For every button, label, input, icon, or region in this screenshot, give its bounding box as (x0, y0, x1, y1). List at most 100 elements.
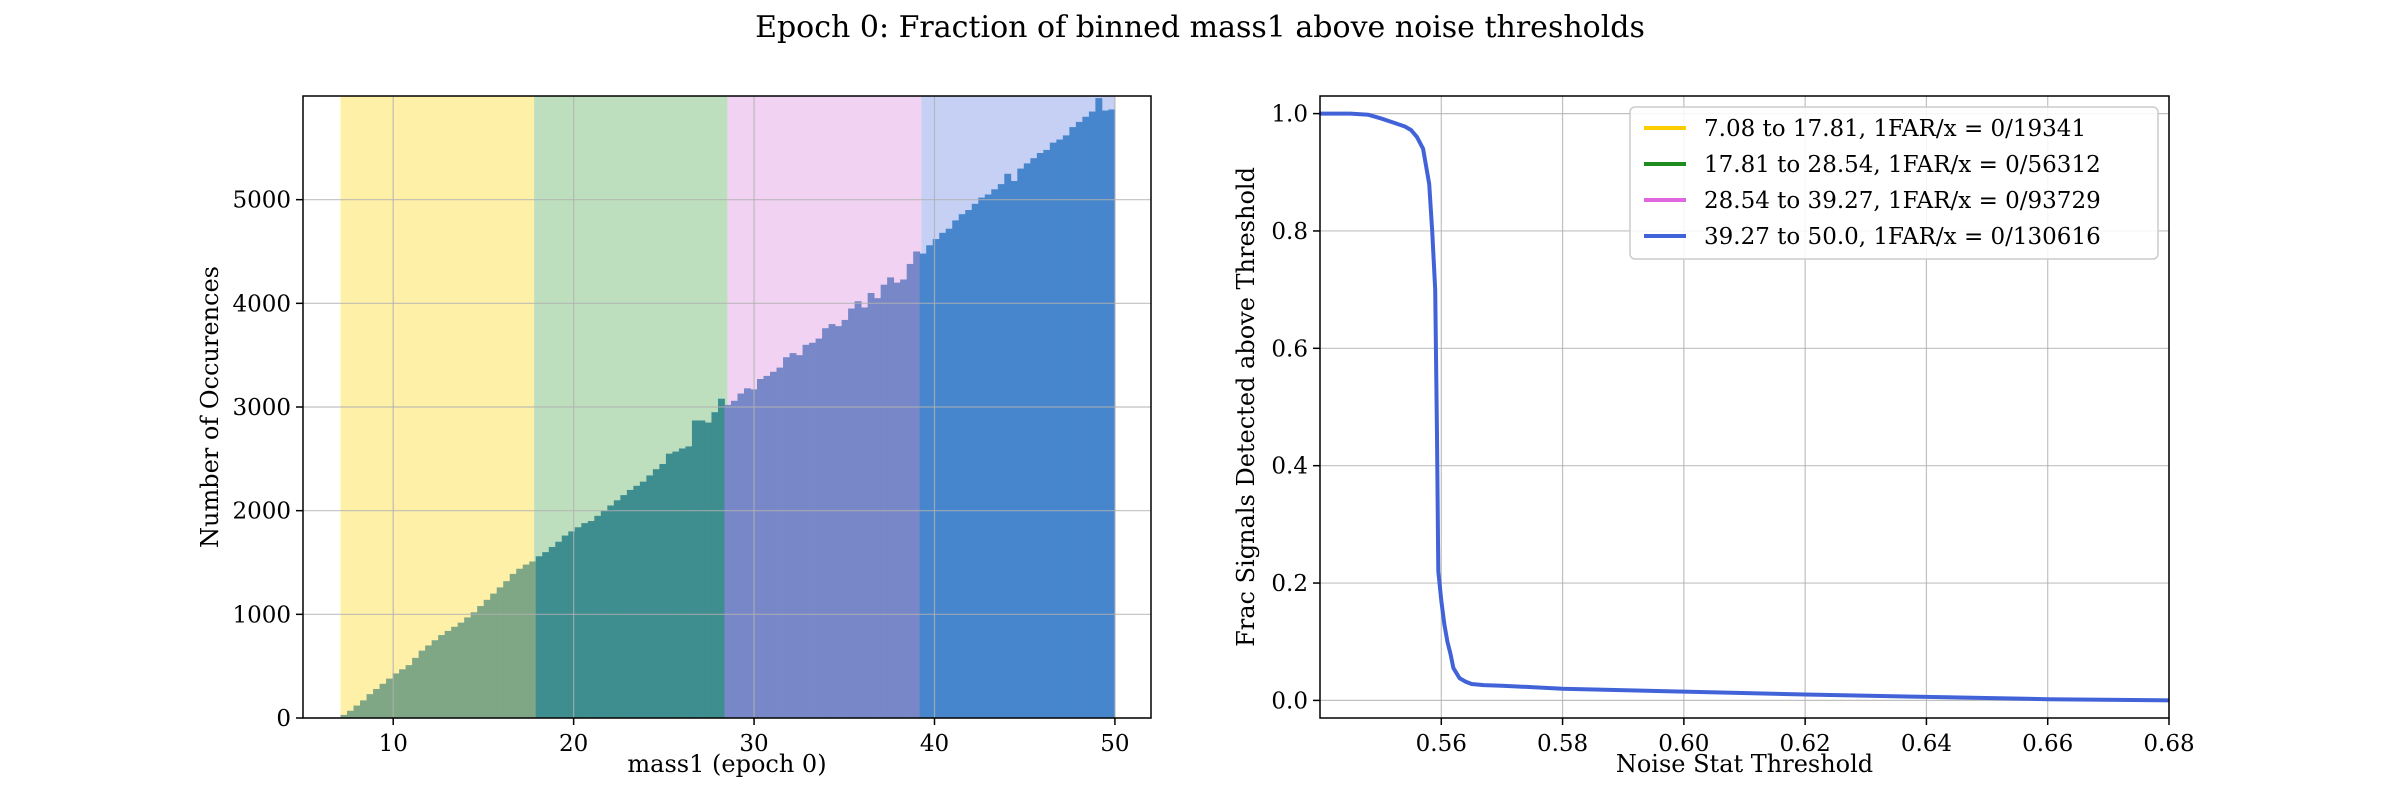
histogram-bar (958, 214, 966, 718)
histogram-bar (594, 515, 602, 718)
histogram-bar (770, 371, 777, 718)
histogram-bar (1036, 153, 1044, 718)
histogram-bar (529, 561, 537, 718)
histogram-bar (451, 626, 459, 718)
histogram-bar (776, 367, 784, 718)
legend: 7.08 to 17.81, 1FAR/x = 0/19341 17.81 to … (1629, 106, 2159, 260)
histogram-bar (418, 650, 426, 718)
histogram-bar (997, 184, 1005, 718)
histogram-bar (568, 531, 576, 718)
histogram-bar (867, 292, 875, 718)
histogram-bar (1030, 158, 1038, 718)
histogram-bar (444, 630, 452, 718)
y-tick-label: 3000 (232, 395, 291, 421)
histogram-bar (392, 673, 400, 718)
histogram-bar (984, 194, 992, 718)
histogram-bar (574, 527, 582, 718)
histogram-bar (425, 645, 433, 718)
histogram-bar (828, 324, 836, 718)
histogram-bar (366, 694, 374, 718)
histogram-bar (880, 284, 888, 718)
x-tick-label: 20 (559, 731, 588, 757)
histogram-bar (841, 319, 849, 718)
histogram-bar (652, 469, 660, 718)
histogram-bar (932, 239, 940, 718)
histogram-bar (457, 622, 465, 718)
histogram-bar (353, 705, 361, 718)
histogram-bar (887, 277, 895, 718)
histogram-bar (373, 688, 380, 718)
histogram-bar (516, 568, 524, 718)
histogram-bar (503, 581, 511, 718)
histogram-bar (971, 203, 979, 718)
histogram-bar (1056, 139, 1064, 719)
y-tick-label: 0.2 (1271, 571, 1308, 597)
histogram-bar (978, 197, 986, 719)
histogram-bar (763, 375, 771, 718)
histogram-bar (347, 710, 354, 718)
histogram-bar (796, 355, 803, 718)
y-axis-label: Frac Signals Detected above Threshold (1232, 167, 1260, 647)
series-line-4 (1320, 111, 2170, 703)
histogram-bar (399, 669, 407, 718)
histogram-bar (815, 338, 823, 718)
legend-label: 17.81 to 28.54, 1FAR/x = 0/56312 (1704, 152, 2101, 178)
histogram-bar (665, 453, 673, 718)
histogram-bar (939, 232, 947, 718)
histogram-bar (1049, 142, 1057, 718)
histogram-bar (1088, 111, 1096, 719)
histogram-bar (646, 475, 654, 718)
histogram-bar (405, 665, 413, 718)
histogram-bar (477, 606, 485, 718)
x-tick-label: 0.66 (2022, 731, 2073, 757)
histogram-bar (1101, 110, 1109, 719)
histogram-bar (1010, 181, 1018, 719)
histogram-bar (737, 393, 745, 718)
x-tick-label: 0.58 (1537, 731, 1588, 757)
histogram-bar (861, 307, 869, 718)
histogram-bar (730, 400, 738, 718)
histogram-bar (691, 420, 699, 718)
histogram-bar (1108, 109, 1116, 718)
histogram-bar (360, 700, 367, 718)
histogram-bar (561, 535, 569, 718)
histogram-bar (1004, 173, 1012, 718)
y-tick-label: 4000 (232, 291, 291, 317)
histogram-bar (711, 412, 719, 718)
y-tick-label: 1000 (232, 602, 291, 628)
histogram-bar (587, 521, 595, 718)
histogram-bar (991, 189, 999, 719)
histogram-bar (1082, 116, 1090, 718)
histogram-bar (1062, 135, 1070, 719)
histogram-bar (470, 612, 478, 718)
histogram-bar (757, 379, 764, 718)
legend-label: 28.54 to 39.27, 1FAR/x = 0/93729 (1704, 188, 2101, 214)
histogram-bar (483, 599, 491, 718)
y-axis-label: Number of Occurences (196, 266, 224, 548)
histogram-bar (789, 353, 797, 718)
histogram-bar (854, 301, 862, 718)
histogram-bar (1095, 98, 1103, 718)
histogram-bar (509, 573, 517, 718)
histogram-bar (607, 505, 615, 718)
histogram-bar (431, 640, 439, 718)
histogram-bar (639, 481, 647, 718)
histogram-bar (809, 342, 816, 718)
legend-label: 7.08 to 17.81, 1FAR/x = 0/19341 (1704, 116, 2086, 142)
histogram-bar (548, 546, 556, 718)
histogram-bar (464, 617, 472, 718)
y-tick-label: 5000 (232, 188, 291, 214)
x-tick-label: 30 (739, 731, 768, 757)
histogram-bar (822, 328, 829, 718)
histogram-bar (1069, 127, 1077, 719)
x-tick-label: 40 (920, 731, 949, 757)
histogram-bar (438, 635, 446, 718)
y-tick-label: 0.8 (1271, 219, 1308, 245)
x-tick-label: 50 (1100, 731, 1129, 757)
threshold-line-chart: 0.56 0.58 0.60 0.62 0.64 0.66 0.68 0.0 0.2 0.4 0.6… (1232, 95, 2195, 778)
histogram-bar (581, 523, 589, 718)
histogram-bar (535, 556, 543, 718)
x-tick-label: 0.68 (2143, 731, 2194, 757)
histogram-bar (1017, 168, 1025, 719)
